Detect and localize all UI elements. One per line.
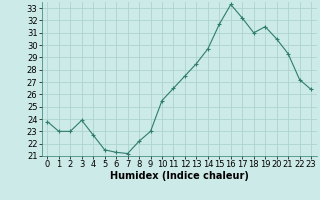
X-axis label: Humidex (Indice chaleur): Humidex (Indice chaleur)	[110, 171, 249, 181]
